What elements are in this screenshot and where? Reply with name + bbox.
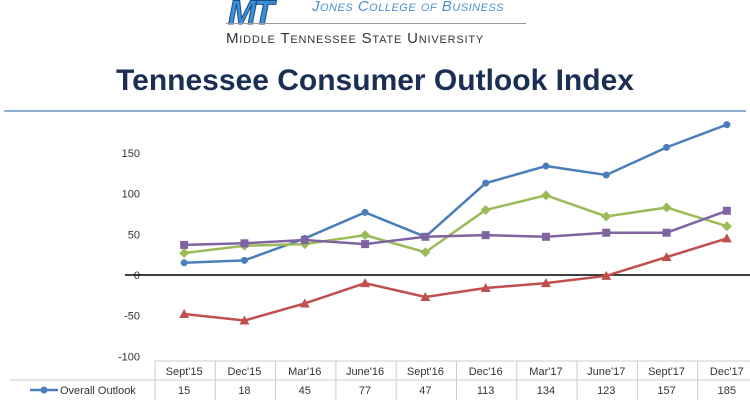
data-point — [482, 179, 490, 187]
data-point — [661, 202, 672, 213]
x-tick-label: Dec'17 — [710, 366, 744, 378]
y-tick-label: -50 — [124, 311, 140, 323]
data-point — [361, 208, 369, 216]
title-divider — [4, 110, 746, 112]
series-line-1 — [183, 194, 728, 255]
legend-label: Overall Outlook — [60, 385, 136, 397]
data-point — [179, 248, 190, 259]
data-point — [540, 190, 551, 201]
x-tick-label: Mar'16 — [288, 366, 321, 378]
x-tick-label: June'16 — [346, 366, 384, 378]
data-point — [421, 232, 430, 241]
logo-divider — [226, 23, 526, 24]
mtsu-logo: MT — [227, 0, 274, 33]
data-label: 45 — [299, 385, 311, 397]
data-point — [542, 162, 550, 170]
data-label: 113 — [477, 385, 495, 397]
data-point — [721, 221, 732, 232]
data-point — [481, 231, 490, 240]
data-label: 157 — [657, 385, 675, 397]
data-point — [541, 232, 550, 241]
data-point — [360, 278, 371, 288]
x-tick-label: Sept'16 — [407, 366, 444, 378]
data-point — [480, 204, 491, 215]
y-tick-label: 0 — [134, 270, 140, 282]
y-tick-label: 150 — [122, 148, 140, 160]
data-point — [360, 230, 371, 241]
x-tick-label: Sept'17 — [648, 366, 685, 378]
y-tick-label: 100 — [122, 189, 140, 201]
data-point — [480, 283, 491, 293]
x-tick-label: Mar'17 — [529, 366, 562, 378]
x-tick-label: Dec'15 — [227, 366, 261, 378]
college-name: Jones College of Business — [312, 0, 505, 15]
data-point — [239, 315, 250, 325]
y-tick-label: -100 — [118, 351, 140, 363]
data-point — [180, 240, 189, 249]
data-point — [662, 228, 671, 237]
series-line-2 — [184, 209, 728, 247]
data-point — [300, 236, 309, 245]
data-point — [540, 278, 551, 288]
data-point — [361, 240, 370, 249]
x-tick-label: Sept'15 — [166, 366, 203, 378]
data-point — [601, 211, 612, 222]
data-point — [240, 256, 248, 264]
data-label: 15 — [178, 385, 190, 397]
data-point — [179, 309, 190, 319]
data-point — [722, 206, 731, 215]
x-tick-label: Dec'16 — [469, 366, 503, 378]
data-label: 47 — [419, 385, 431, 397]
series-line-0 — [184, 123, 728, 265]
y-tick-label: 50 — [128, 229, 140, 241]
data-label: 77 — [359, 385, 371, 397]
data-label: 123 — [597, 385, 615, 397]
university-name: Middle Tennessee State University — [226, 30, 484, 47]
header: MT Jones College of Business Middle Tenn… — [0, 0, 750, 120]
data-point — [602, 228, 611, 237]
chart-title: Tennessee Consumer Outlook Index — [116, 64, 634, 97]
data-point — [420, 247, 431, 258]
data-point — [601, 270, 612, 280]
data-point — [299, 298, 310, 308]
data-point — [240, 239, 249, 248]
data-label: 185 — [718, 385, 736, 397]
data-label: 18 — [238, 385, 250, 397]
data-point — [663, 143, 671, 151]
x-tick-label: June'17 — [587, 366, 625, 378]
data-label: 134 — [537, 385, 555, 397]
data-point — [721, 233, 732, 243]
series-line-3 — [184, 237, 728, 322]
data-point — [723, 121, 731, 129]
data-point — [180, 259, 188, 267]
data-point — [602, 171, 610, 179]
data-point — [661, 252, 672, 262]
data-point — [420, 291, 431, 301]
legend-marker — [40, 386, 48, 394]
